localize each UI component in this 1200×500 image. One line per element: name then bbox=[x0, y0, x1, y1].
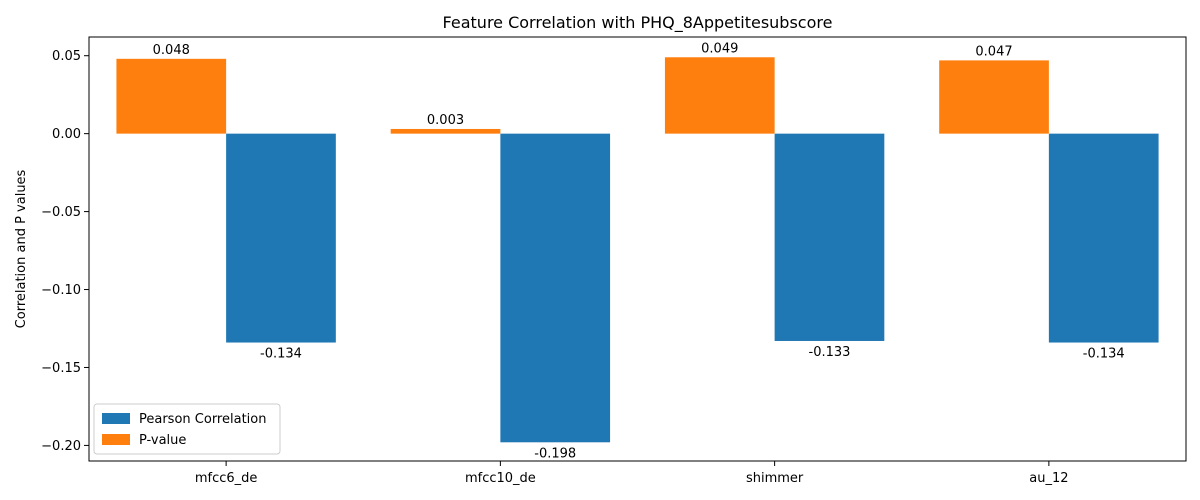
y-axis-label: Correlation and P values bbox=[14, 169, 29, 328]
data-label-p-value: 0.047 bbox=[975, 44, 1012, 59]
y-tick-label: 0.05 bbox=[52, 49, 81, 64]
y-tick-label: 0.00 bbox=[52, 127, 81, 142]
y-tick-label: −0.15 bbox=[41, 361, 81, 376]
bar-pearson-correlation bbox=[500, 133, 611, 443]
data-label-pearson-correlation: -0.134 bbox=[1083, 347, 1125, 362]
legend-swatch bbox=[102, 413, 130, 424]
legend-entry-label: Pearson Correlation bbox=[139, 412, 266, 427]
y-tick-label: −0.10 bbox=[41, 283, 81, 298]
bars-group: 0.048 -0.134 0.003 -0.198 0.049 -0.133 0.047 -0… bbox=[116, 41, 1159, 461]
y-axis-ticks: 0.05 0.00 −0.05 −0.10 −0.15 −0.20 bbox=[41, 49, 89, 454]
bar-p-value bbox=[664, 57, 775, 134]
plot-frame bbox=[88, 36, 1187, 462]
legend: Pearson Correlation P-value bbox=[93, 403, 281, 455]
bar-p-value bbox=[939, 60, 1049, 134]
x-axis-ticks: mfcc6_de mfcc10_de shimmer au_12 bbox=[195, 461, 1069, 486]
bar-pearson-correlation bbox=[226, 133, 336, 343]
y-tick-label: −0.20 bbox=[41, 439, 81, 454]
chart-title: Feature Correlation with PHQ_8Appetitesu… bbox=[443, 13, 833, 33]
data-label-p-value: 0.048 bbox=[153, 43, 190, 58]
x-tick-label: au_12 bbox=[1029, 471, 1068, 486]
bar-pearson-correlation bbox=[774, 133, 885, 341]
x-tick-label: shimmer bbox=[746, 471, 804, 486]
legend-entry-label: P-value bbox=[139, 433, 186, 448]
y-tick-label: −0.05 bbox=[41, 205, 81, 220]
x-tick-label: mfcc10_de bbox=[465, 471, 536, 486]
data-label-pearson-correlation: -0.134 bbox=[260, 347, 302, 362]
data-label-pearson-correlation: -0.133 bbox=[809, 345, 851, 360]
legend-swatch bbox=[102, 434, 130, 445]
data-label-p-value: 0.049 bbox=[701, 41, 738, 56]
data-label-p-value: 0.003 bbox=[427, 113, 464, 128]
bar-p-value bbox=[116, 58, 227, 134]
bar-p-value bbox=[390, 128, 501, 134]
x-tick-label: mfcc6_de bbox=[195, 471, 258, 486]
bar-pearson-correlation bbox=[1048, 133, 1159, 343]
legend-box bbox=[93, 403, 281, 455]
data-label-pearson-correlation: -0.198 bbox=[534, 446, 576, 461]
